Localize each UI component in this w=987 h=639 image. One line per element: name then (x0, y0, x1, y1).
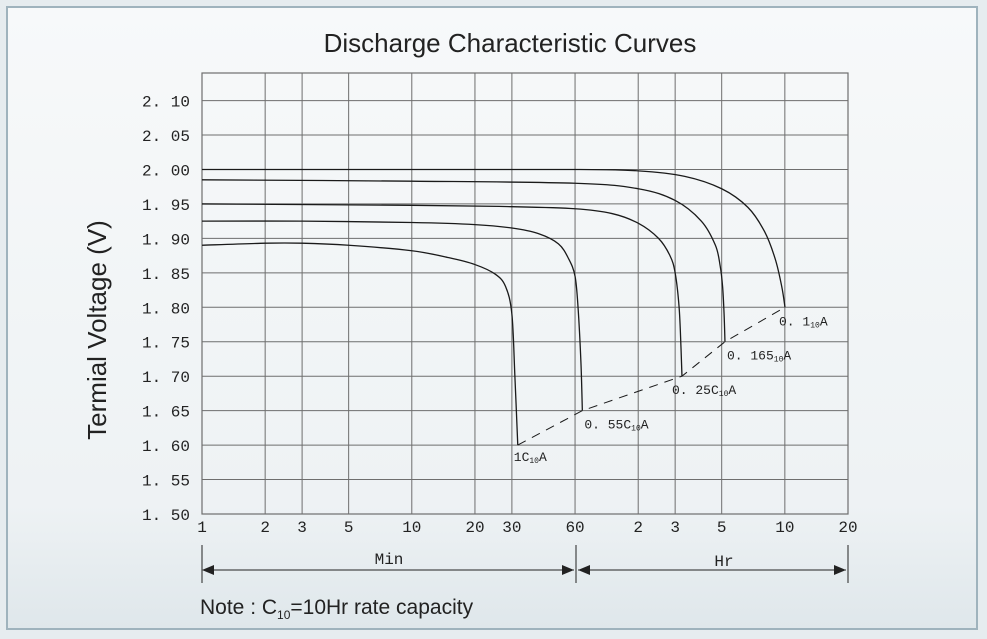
x-tick-label: 20 (838, 519, 857, 537)
x-tick-label: 5 (344, 519, 354, 537)
min-label: Min (375, 551, 404, 569)
x-tick-label: 3 (297, 519, 307, 537)
curve-0.1C10A (202, 168, 786, 308)
y-tick-label: 1. 65 (142, 404, 190, 422)
curve-label: 0. 55C10A (584, 418, 648, 434)
y-tick-label: 2. 05 (142, 128, 190, 146)
chart-title: Discharge Characteristic Curves (324, 28, 697, 58)
y-tick-label: 1. 80 (142, 300, 190, 318)
x-tick-label: 5 (717, 519, 727, 537)
y-ticks: 2. 10 2. 05 2. 00 1. 95 1. 90 1. 85 1. 80 1. 75… (142, 94, 190, 525)
range-arrows: Min Hr (201, 545, 849, 583)
grid (201, 72, 849, 515)
y-axis-label: Termial Voltage (V) (82, 220, 112, 440)
hr-label: Hr (714, 553, 733, 571)
note: Note : C10=10Hr rate capacity (200, 596, 474, 622)
x-tick-label: 10 (775, 519, 794, 537)
y-tick-label: 1. 70 (142, 369, 190, 387)
y-tick-label: 2. 00 (142, 162, 190, 180)
endpoint-dashed-line (517, 306, 786, 446)
plot-border (201, 72, 849, 515)
y-tick-label: 1. 60 (142, 438, 190, 456)
x-ticks: 1 2 3 5 10 20 30 60 2 3 5 10 20 (197, 519, 857, 537)
curve-label: 0. 16510A (727, 349, 791, 365)
curve-0.165C10A (201, 179, 726, 342)
x-tick-label: 60 (565, 519, 584, 537)
x-tick-label: 1 (197, 519, 207, 537)
curve-1C10A (201, 242, 519, 446)
y-tick-label: 1. 50 (142, 507, 190, 525)
y-tick-label: 1. 95 (142, 197, 190, 215)
x-tick-label: 20 (465, 519, 484, 537)
curve-label: 1C10A (514, 450, 547, 466)
x-tick-label: 3 (670, 519, 680, 537)
x-tick-label: 2 (260, 519, 270, 537)
x-tick-label: 2 (633, 519, 643, 537)
x-tick-label: 10 (402, 519, 421, 537)
chart-frame (6, 6, 978, 630)
curve-0.25C10A (201, 203, 683, 377)
curves (201, 168, 786, 446)
y-tick-label: 1. 85 (142, 266, 190, 284)
y-tick-label: 1. 55 (142, 473, 190, 491)
x-tick-label: 30 (502, 519, 521, 537)
y-tick-label: 2. 10 (142, 94, 190, 112)
y-tick-label: 1. 75 (142, 335, 190, 353)
curve-0.55C10A (201, 220, 583, 411)
curve-label: 0. 25C10A (672, 383, 736, 399)
curve-label: 0. 110A (779, 314, 828, 330)
curve-labels: 1C10A 0. 55C10A 0. 25C10A 0. 16510A 0. 110A (514, 314, 828, 466)
y-tick-label: 1. 90 (142, 231, 190, 249)
